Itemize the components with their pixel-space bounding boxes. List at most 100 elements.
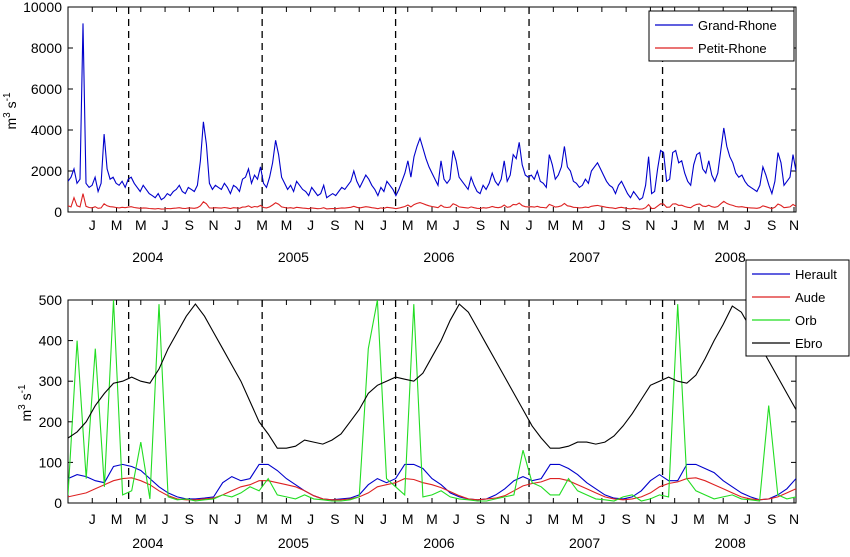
- y-tick-label: 0: [54, 495, 62, 511]
- x-tick-label: J: [234, 511, 241, 527]
- x-tick-label: N: [354, 511, 364, 527]
- legend-label: Herault: [795, 267, 837, 282]
- x-tick-label: S: [621, 511, 630, 527]
- year-label: 2004: [132, 535, 163, 551]
- y-axis-label-base: m: [3, 118, 19, 130]
- series-line-ebro: [68, 303, 796, 449]
- x-tick-label: J: [453, 511, 460, 527]
- x-tick-label: N: [645, 511, 655, 527]
- legend-label: Orb: [795, 313, 817, 328]
- legend-label: Aude: [795, 290, 825, 305]
- year-label: 2005: [278, 535, 309, 551]
- x-tick-label: M: [572, 511, 584, 527]
- legend-label: Petit-Rhone: [698, 41, 767, 56]
- x-tick-label: J: [89, 511, 96, 527]
- y-axis-label-sup2: -1: [2, 92, 13, 101]
- y-tick-label: 8000: [31, 40, 62, 56]
- legend-label: Grand-Rhone: [698, 18, 777, 33]
- x-tick-label: M: [572, 217, 584, 233]
- x-tick-label: M: [281, 217, 293, 233]
- x-tick-label: M: [111, 511, 123, 527]
- x-tick-label: J: [307, 217, 314, 233]
- y-axis-label-sup2: -1: [17, 384, 28, 393]
- x-tick-label: M: [256, 511, 268, 527]
- x-tick-label: M: [426, 217, 438, 233]
- year-label: 2007: [569, 535, 600, 551]
- y-tick-label: 10000: [23, 0, 62, 15]
- y-tick-label: 4000: [31, 122, 62, 138]
- x-tick-label: J: [162, 511, 169, 527]
- year-label: 2006: [423, 249, 454, 265]
- y-axis-label-sup1: 3: [17, 404, 28, 410]
- x-tick-label: S: [767, 511, 776, 527]
- x-tick-label: M: [717, 511, 729, 527]
- y-axis-label-base: m: [18, 410, 34, 422]
- year-label: 2008: [715, 249, 746, 265]
- y-tick-label: 100: [39, 454, 63, 470]
- y-axis-label-mid: s: [3, 101, 19, 112]
- x-tick-label: J: [453, 217, 460, 233]
- x-tick-label: M: [693, 511, 705, 527]
- legend-label: Ebro: [795, 336, 822, 351]
- y-axis-label-mid: s: [18, 393, 34, 404]
- x-tick-label: N: [354, 217, 364, 233]
- x-tick-label: M: [693, 217, 705, 233]
- legend-box: [745, 259, 850, 357]
- series-line-orb: [68, 300, 796, 502]
- x-tick-label: M: [256, 217, 268, 233]
- series-line-grand-rhone: [68, 23, 796, 201]
- x-tick-label: J: [380, 511, 387, 527]
- x-tick-label: J: [89, 217, 96, 233]
- x-tick-label: J: [744, 511, 751, 527]
- x-tick-label: M: [402, 511, 414, 527]
- x-tick-label: N: [789, 511, 799, 527]
- x-tick-label: J: [526, 511, 533, 527]
- x-tick-label: M: [547, 217, 559, 233]
- x-tick-label: J: [744, 217, 751, 233]
- x-tick-label: S: [476, 217, 485, 233]
- y-tick-label: 6000: [31, 81, 62, 97]
- year-label: 2004: [132, 249, 163, 265]
- x-tick-label: J: [598, 511, 605, 527]
- x-tick-label: S: [185, 217, 194, 233]
- x-tick-label: N: [209, 217, 219, 233]
- x-tick-label: M: [547, 511, 559, 527]
- y-tick-label: 500: [39, 292, 63, 308]
- x-tick-label: J: [307, 511, 314, 527]
- year-label: 2006: [423, 535, 454, 551]
- x-tick-label: S: [767, 217, 776, 233]
- series-line-herault: [68, 463, 796, 501]
- x-tick-label: M: [135, 511, 147, 527]
- year-label: 2005: [278, 249, 309, 265]
- x-tick-label: J: [671, 511, 678, 527]
- x-tick-label: S: [330, 217, 339, 233]
- x-tick-label: J: [162, 217, 169, 233]
- y-tick-label: 200: [39, 414, 63, 430]
- x-tick-label: J: [598, 217, 605, 233]
- x-tick-label: M: [135, 217, 147, 233]
- y-tick-label: 300: [39, 373, 63, 389]
- series-line-petit-rhone: [68, 193, 796, 210]
- year-label: 2007: [569, 249, 600, 265]
- x-tick-label: S: [330, 511, 339, 527]
- x-tick-label: M: [717, 217, 729, 233]
- x-tick-label: N: [645, 217, 655, 233]
- x-tick-label: N: [209, 511, 219, 527]
- y-axis-label-sup1: 3: [2, 112, 13, 118]
- x-tick-label: N: [500, 511, 510, 527]
- y-tick-label: 0: [54, 204, 62, 220]
- x-tick-label: S: [185, 511, 194, 527]
- x-tick-label: N: [789, 217, 799, 233]
- x-tick-label: M: [281, 511, 293, 527]
- legend-box: [648, 10, 795, 62]
- x-tick-label: M: [402, 217, 414, 233]
- year-label: 2008: [715, 535, 746, 551]
- x-tick-label: S: [621, 217, 630, 233]
- y-tick-label: 2000: [31, 163, 62, 179]
- x-tick-label: S: [476, 511, 485, 527]
- x-tick-label: M: [111, 217, 123, 233]
- x-tick-label: J: [380, 217, 387, 233]
